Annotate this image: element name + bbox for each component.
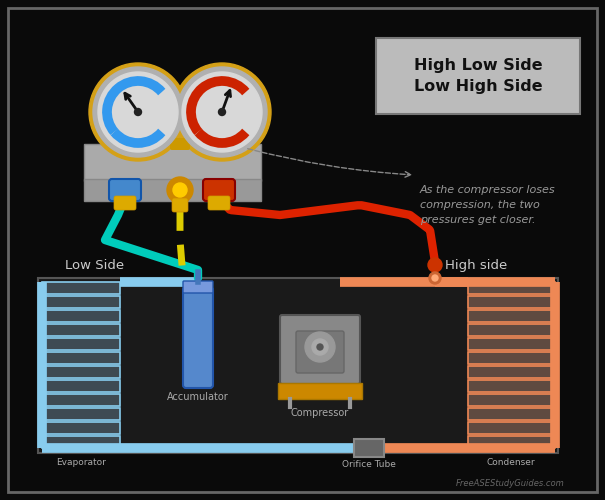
FancyBboxPatch shape [170,138,190,150]
Text: Accumulator: Accumulator [167,392,229,402]
Text: Condenser: Condenser [486,458,535,467]
FancyBboxPatch shape [183,281,213,293]
Text: As the compressor loses
compression, the two
pressures get closer.: As the compressor loses compression, the… [420,185,555,224]
Text: Compressor: Compressor [291,408,349,418]
FancyBboxPatch shape [8,8,597,492]
Circle shape [428,258,442,272]
FancyBboxPatch shape [203,179,235,201]
FancyBboxPatch shape [183,287,213,388]
FancyBboxPatch shape [84,179,261,201]
Circle shape [93,67,183,157]
FancyBboxPatch shape [208,196,230,210]
Circle shape [89,63,187,161]
FancyBboxPatch shape [109,179,141,201]
FancyBboxPatch shape [84,144,261,181]
FancyBboxPatch shape [128,138,148,150]
Circle shape [432,275,438,281]
Circle shape [98,72,178,152]
FancyBboxPatch shape [38,278,558,453]
Text: High side: High side [445,259,507,272]
FancyBboxPatch shape [278,383,362,399]
Circle shape [173,183,187,197]
FancyBboxPatch shape [296,331,344,373]
Text: FreeASEStudyGuides.com: FreeASEStudyGuides.com [456,479,565,488]
Circle shape [218,108,226,116]
Text: Orifice Tube: Orifice Tube [342,460,396,469]
FancyBboxPatch shape [114,196,136,210]
FancyBboxPatch shape [468,282,555,450]
Circle shape [305,332,335,362]
FancyBboxPatch shape [172,198,188,212]
FancyBboxPatch shape [42,282,120,450]
FancyBboxPatch shape [212,138,232,150]
FancyBboxPatch shape [376,38,580,114]
Text: Evaporator: Evaporator [56,458,106,467]
Circle shape [167,177,193,203]
Circle shape [173,63,271,161]
Circle shape [134,108,142,116]
Circle shape [312,339,328,355]
Text: High Low Side
Low High Side: High Low Side Low High Side [414,58,542,94]
FancyBboxPatch shape [280,315,360,384]
Text: Low Side: Low Side [65,259,125,272]
FancyBboxPatch shape [354,439,384,457]
Circle shape [182,72,262,152]
Circle shape [317,344,323,350]
Circle shape [177,67,267,157]
Circle shape [429,272,441,284]
